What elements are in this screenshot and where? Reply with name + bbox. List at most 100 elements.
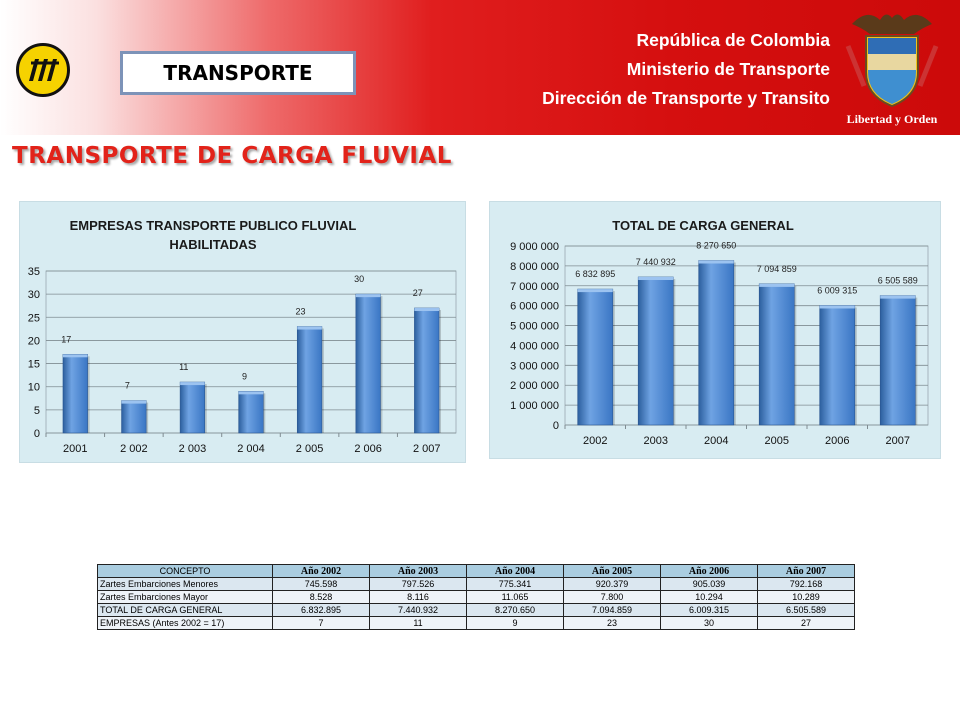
bar-top xyxy=(414,308,440,312)
x-tick-label: 2002 xyxy=(583,435,607,447)
y-tick-label: 0 xyxy=(34,428,40,440)
y-tick-label: 30 xyxy=(28,289,40,301)
chart-title: TOTAL DE CARGA GENERAL xyxy=(612,218,794,233)
y-tick-label: 2 000 000 xyxy=(510,380,559,392)
y-tick-label: 5 xyxy=(34,405,40,417)
data-label: 11 xyxy=(179,362,188,372)
bar xyxy=(179,381,206,434)
x-tick-label: 2005 xyxy=(765,435,789,447)
table-cell-value: 30 xyxy=(660,616,758,630)
table-cell-value: 6.009.315 xyxy=(660,603,758,617)
x-tick-label: 2003 xyxy=(644,435,668,447)
x-tick-label: 2 005 xyxy=(296,443,324,455)
table-cell-concept: EMPRESAS (Antes 2002 = 17) xyxy=(97,616,273,630)
data-label: 9 xyxy=(242,371,247,381)
data-label: 8 270 650 xyxy=(696,241,736,251)
table-cell-value: 905.039 xyxy=(660,577,758,591)
table-cell-value: 8.116 xyxy=(369,590,467,604)
bar-top xyxy=(297,326,322,330)
data-label: 7 xyxy=(125,381,130,391)
government-heading: República de Colombia Ministerio de Tran… xyxy=(542,26,830,113)
bar xyxy=(355,293,381,434)
x-tick-label: 2001 xyxy=(63,443,87,455)
table-cell-value: 745.598 xyxy=(272,577,370,591)
bar-top xyxy=(238,391,264,395)
y-tick-label: 7 000 000 xyxy=(510,281,559,293)
column-header-year: Año 2002 xyxy=(272,564,370,578)
table-row: TOTAL DE CARGA GENERAL 6.832.895 7.440.932… xyxy=(97,603,855,617)
y-tick-label: 0 xyxy=(553,420,559,432)
table-cell-value: 775.341 xyxy=(466,577,564,591)
motto-text: Libertad y Orden xyxy=(847,112,938,126)
gov-line-country: República de Colombia xyxy=(636,30,831,50)
bar xyxy=(758,283,795,426)
column-header-year: Año 2005 xyxy=(563,564,661,578)
chart-title: HABILITADAS xyxy=(169,237,256,252)
table-cell-value: 6.505.589 xyxy=(757,603,855,617)
column-header-year: Año 2007 xyxy=(757,564,855,578)
bar-top xyxy=(577,289,613,293)
x-tick-label: 2004 xyxy=(704,435,728,447)
data-table-container: CONCEPTO Año 2002 Año 2003 Año 2004 Año 2005… xyxy=(97,564,855,630)
table-cell-concept: Zartes Embarciones Mayor xyxy=(97,590,273,604)
data-label: 23 xyxy=(296,307,306,317)
x-tick-label: 2006 xyxy=(825,435,849,447)
bar xyxy=(414,307,440,434)
x-tick-label: 2 007 xyxy=(413,443,441,455)
y-tick-label: 8 000 000 xyxy=(510,261,559,273)
data-label: 6 009 315 xyxy=(817,285,857,295)
y-tick-label: 20 xyxy=(28,335,40,347)
column-header-year: Año 2003 xyxy=(369,564,467,578)
y-tick-label: 4 000 000 xyxy=(510,340,559,352)
y-tick-label: 9 000 000 xyxy=(510,241,559,253)
bar-top xyxy=(819,305,855,309)
bar xyxy=(819,305,856,426)
bar-top xyxy=(698,260,734,264)
column-header-year: Año 2004 xyxy=(466,564,564,578)
chart-title: EMPRESAS TRANSPORTE PUBLICO FLUVIAL xyxy=(70,218,357,233)
page-title: TRANSPORTE DE CARGA FLUVIAL xyxy=(12,143,452,169)
x-tick-label: 2 004 xyxy=(237,443,265,455)
table-cell-value: 8.528 xyxy=(272,590,370,604)
x-tick-label: 2007 xyxy=(886,435,910,447)
y-tick-label: 15 xyxy=(28,359,40,371)
bar-top xyxy=(759,283,795,287)
table-cell-value: 11.065 xyxy=(466,590,564,604)
bar xyxy=(698,260,735,426)
table-cell-value: 797.526 xyxy=(369,577,467,591)
table-cell-value: 6.832.895 xyxy=(272,603,370,617)
data-label: 6 832 895 xyxy=(575,269,615,279)
bar xyxy=(238,391,264,434)
bar xyxy=(637,276,674,426)
coat-of-arms-icon: Libertad y Orden xyxy=(845,14,939,126)
chart-empresas: EMPRESAS TRANSPORTE PUBLICO FLUVIAL HABIL… xyxy=(28,218,457,455)
table-cell-value: 9 xyxy=(466,616,564,630)
table-header-row: CONCEPTO Año 2002 Año 2003 Año 2004 Año 2005… xyxy=(97,564,855,578)
bar xyxy=(62,354,88,434)
y-tick-label: 35 xyxy=(28,266,40,278)
x-tick-label: 2 003 xyxy=(179,443,207,455)
table-cell-concept: TOTAL DE CARGA GENERAL xyxy=(97,603,273,617)
table-cell-value: 792.168 xyxy=(757,577,855,591)
data-label: 17 xyxy=(61,334,71,344)
table-row: EMPRESAS (Antes 2002 = 17) 7 11 9 23 30 27 xyxy=(97,616,855,630)
bar-top xyxy=(121,400,147,404)
table-cell-value: 7 xyxy=(272,616,370,630)
table-cell-value: 7.094.859 xyxy=(563,603,661,617)
table-cell-value: 920.379 xyxy=(563,577,661,591)
column-header-concepto: CONCEPTO xyxy=(97,564,273,578)
data-label: 6 505 589 xyxy=(878,276,918,286)
table-row: Zartes Embarciones Menores 745.598 797.526… xyxy=(97,577,855,591)
bar xyxy=(296,326,323,434)
data-label: 7 094 859 xyxy=(757,264,797,274)
data-table: CONCEPTO Año 2002 Año 2003 Año 2004 Año 2005… xyxy=(97,564,855,630)
table-cell-value: 7.440.932 xyxy=(369,603,467,617)
plot-area xyxy=(564,245,929,426)
section-tag: TRANSPORTE xyxy=(120,51,356,95)
bar-top xyxy=(638,277,674,281)
table-row: Zartes Embarciones Mayor 8.528 8.116 11.065… xyxy=(97,590,855,604)
bar xyxy=(577,288,614,426)
gov-line-direction: Dirección de Transporte y Transito xyxy=(542,88,830,108)
y-tick-label: 6 000 000 xyxy=(510,301,559,313)
table-cell-value: 7.800 xyxy=(563,590,661,604)
